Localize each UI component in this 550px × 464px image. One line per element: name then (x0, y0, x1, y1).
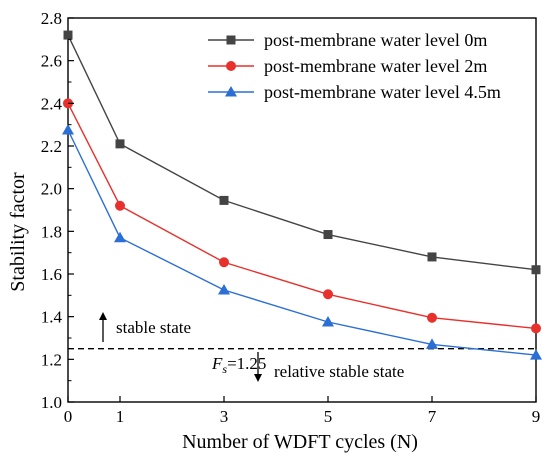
y-tick-label: 1.6 (41, 265, 62, 284)
legend-marker (226, 61, 236, 71)
series-1 (63, 98, 541, 334)
y-tick-label: 2.6 (41, 52, 62, 71)
y-tick-label: 2.8 (41, 9, 62, 28)
data-point (219, 195, 229, 205)
x-tick-label: 1 (116, 407, 125, 426)
stable-arrow-head (99, 312, 107, 320)
threshold-label: Fs=1.25 (211, 354, 266, 376)
x-tick-label: 3 (220, 407, 229, 426)
x-tick-label: 0 (64, 407, 73, 426)
y-tick-label: 1.0 (41, 393, 62, 412)
data-point (115, 139, 125, 149)
data-point (427, 252, 437, 262)
data-point (219, 257, 229, 268)
y-tick-label: 1.2 (41, 350, 62, 369)
data-point (114, 231, 126, 243)
x-axis-label: Number of WDFT cycles (N) (182, 431, 418, 453)
y-axis-label: Stability factor (7, 172, 29, 292)
data-point (218, 284, 230, 295)
legend-entry: post-membrane water level 0m (208, 30, 487, 50)
series-line (67, 103, 537, 330)
threshold-label-sub: s (222, 362, 227, 376)
data-point (427, 312, 437, 323)
relative-stable-arrow-head (254, 374, 262, 382)
stable-state-annotation: stable state (116, 318, 191, 337)
legend-label: post-membrane water level 2m (264, 56, 487, 76)
legend-marker (226, 35, 236, 45)
series-0 (63, 30, 541, 275)
y-tick-label: 2.4 (41, 94, 63, 113)
y-tick-label: 1.4 (41, 308, 63, 327)
y-tick-label: 2.0 (41, 180, 62, 199)
threshold-label-rest: =1.25 (227, 354, 266, 373)
legend-entry: post-membrane water level 4.5m (208, 82, 501, 102)
data-point (530, 349, 542, 360)
y-tick-label: 2.2 (41, 137, 62, 156)
series-layer (62, 30, 542, 360)
data-point (323, 230, 333, 240)
data-point (63, 30, 73, 40)
legend-label: post-membrane water level 0m (264, 30, 487, 50)
legend-marker (225, 86, 237, 97)
series-line (67, 34, 537, 271)
ticks-layer: 0 1 3 5 7 9 1.0 1.2 1.4 1.6 1.8 2.0 2.2 2.4 2.6 2.8 (41, 9, 541, 426)
data-point (426, 338, 438, 349)
data-point (323, 289, 333, 300)
data-point (531, 265, 541, 275)
series-2 (62, 124, 542, 360)
x-tick-label: 9 (532, 407, 541, 426)
x-tick-label: 7 (428, 407, 437, 426)
relative-stable-state-annotation: relative stable state (274, 362, 404, 381)
x-tick-label: 5 (324, 407, 333, 426)
data-point (531, 323, 541, 334)
threshold-layer (68, 312, 536, 382)
legend-entry: post-membrane water level 2m (208, 56, 487, 76)
data-point (115, 200, 125, 211)
threshold-label-main: F (211, 354, 223, 373)
data-point (322, 316, 334, 327)
legend-label: post-membrane water level 4.5m (264, 82, 501, 102)
series-line (67, 129, 537, 356)
y-tick-label: 1.8 (41, 222, 62, 241)
data-point (62, 124, 74, 135)
legend: post-membrane water level 0m post-membran… (208, 30, 501, 102)
